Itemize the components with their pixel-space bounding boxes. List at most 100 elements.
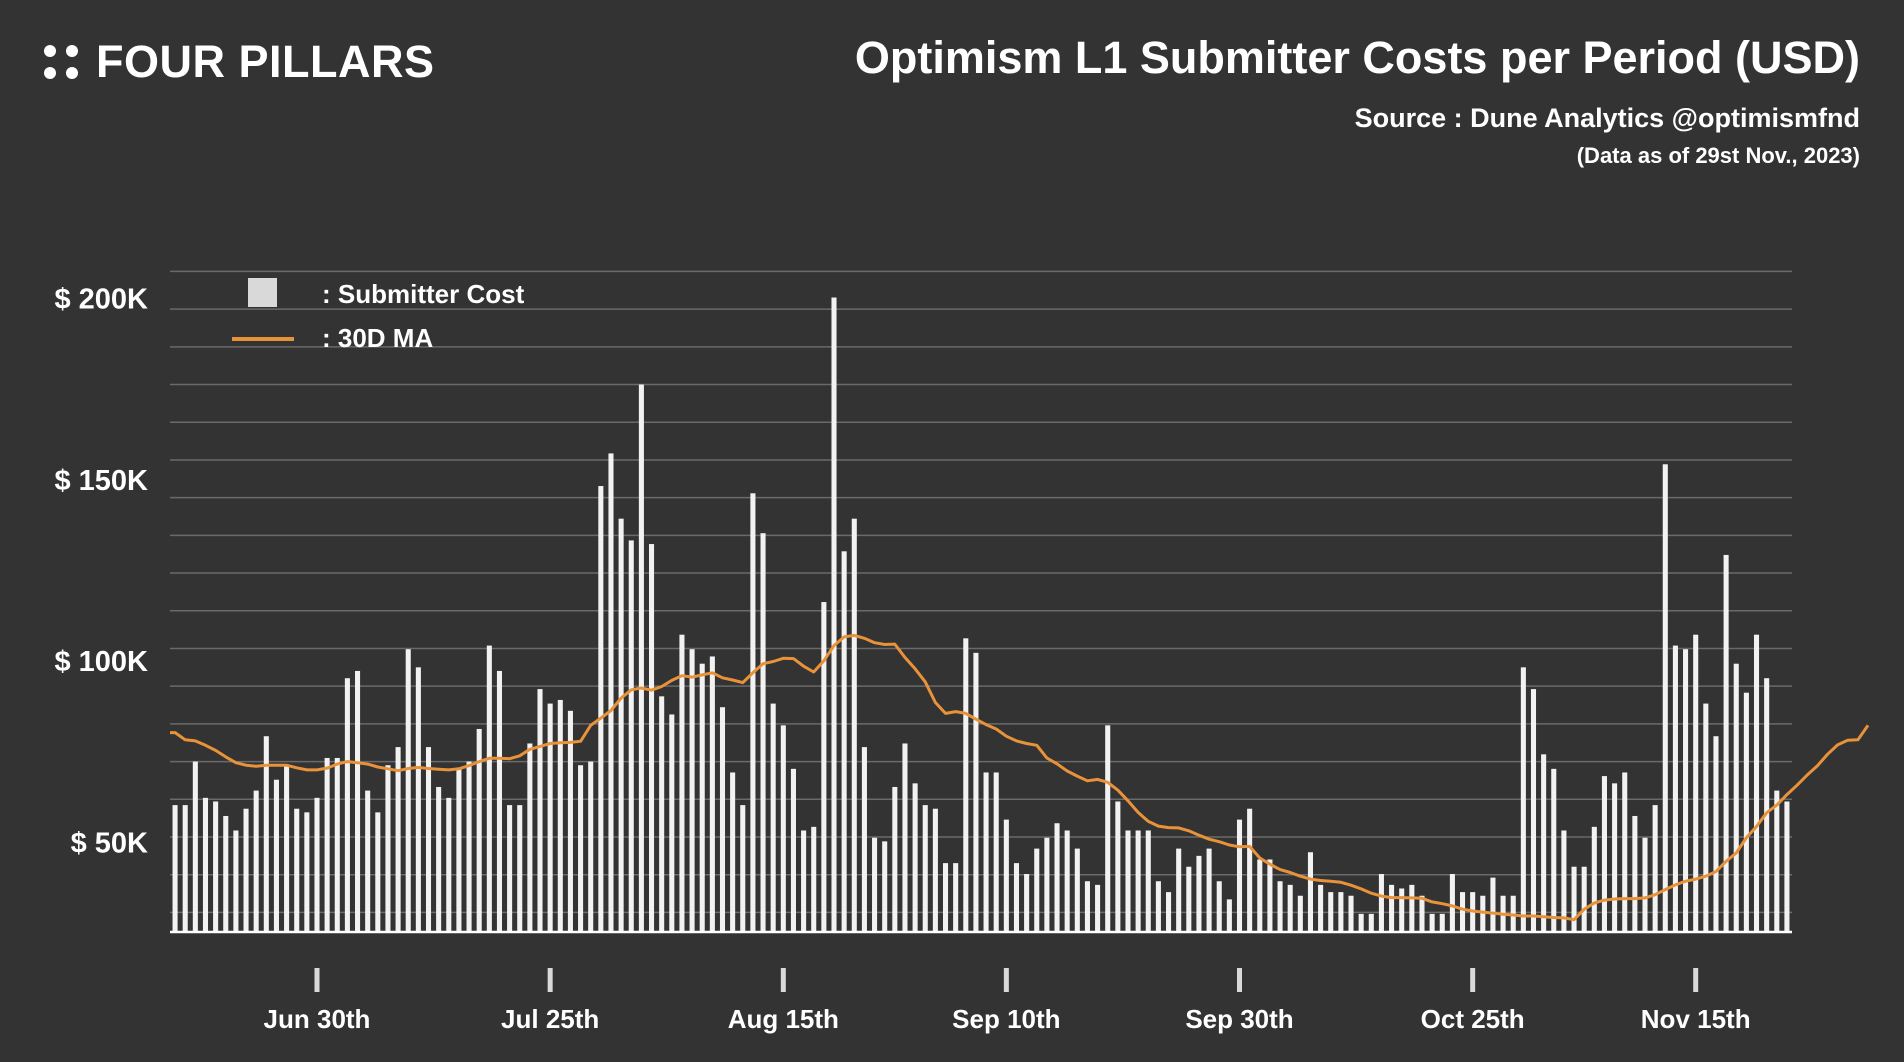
- bar: [375, 812, 381, 932]
- bar: [699, 663, 705, 932]
- brand-name: FOUR PILLARS: [96, 36, 435, 87]
- bar: [1753, 634, 1760, 932]
- bar: [405, 649, 411, 932]
- bar: [294, 808, 300, 932]
- bar: [1054, 823, 1060, 932]
- bar: [1743, 692, 1749, 932]
- bar: [365, 790, 371, 932]
- bar: [770, 703, 776, 932]
- x-tick-label: Jul 25th: [501, 1004, 599, 1034]
- bar: [1713, 736, 1719, 932]
- bar: [598, 486, 604, 932]
- bar: [709, 656, 715, 932]
- bar: [324, 757, 330, 932]
- bar: [1784, 801, 1790, 932]
- bar: [1652, 805, 1658, 932]
- bar: [1378, 873, 1384, 932]
- bar: [182, 805, 188, 932]
- bar: [1003, 819, 1009, 932]
- y-tick-label: $ 100K: [54, 646, 148, 678]
- bar: [912, 783, 918, 932]
- bar: [1551, 768, 1557, 932]
- bar: [385, 765, 391, 932]
- bar: [253, 790, 259, 932]
- bar: [334, 757, 340, 932]
- bar: [801, 830, 807, 932]
- bar: [1034, 848, 1040, 932]
- bar: [1125, 830, 1131, 932]
- bar: [942, 863, 949, 932]
- bar: [355, 670, 361, 932]
- bar: [1338, 892, 1344, 932]
- bar: [1601, 776, 1607, 932]
- bar: [973, 652, 979, 932]
- bar: [1328, 892, 1334, 932]
- bar: [861, 747, 867, 932]
- bar: [213, 801, 219, 932]
- source-credit: Source : Dune Analytics @optimismfnd: [1354, 103, 1860, 133]
- bar: [1145, 830, 1151, 932]
- bar: [304, 812, 310, 932]
- bar: [983, 772, 989, 932]
- bar: [1693, 634, 1699, 932]
- bar: [1287, 884, 1293, 932]
- bar: [872, 837, 878, 932]
- bar: [557, 699, 563, 932]
- bar: [476, 728, 482, 932]
- bar: [223, 815, 229, 932]
- bar: [1530, 689, 1537, 932]
- bar: [1166, 892, 1172, 932]
- bar: [1318, 884, 1324, 932]
- bar: [273, 779, 279, 932]
- bar: [821, 602, 827, 932]
- bar: [425, 747, 432, 932]
- bar: [1581, 866, 1587, 932]
- bar: [1095, 884, 1101, 932]
- x-tick-label: Aug 15th: [728, 1004, 839, 1034]
- legend-swatch-bar: [248, 278, 277, 307]
- x-tick-label: Nov 15th: [1641, 1004, 1751, 1034]
- data-as-of-note: (Data as of 29st Nov., 2023): [1576, 143, 1860, 168]
- bar: [192, 761, 198, 932]
- bar: [1348, 895, 1354, 932]
- y-tick-label: $ 150K: [54, 465, 148, 497]
- bar: [263, 736, 269, 932]
- bar: [1236, 819, 1243, 932]
- bar: [1307, 852, 1314, 932]
- bar: [719, 707, 726, 932]
- bar: [1013, 863, 1020, 932]
- ma-line: [170, 633, 1870, 922]
- bar: [344, 678, 350, 932]
- bar: [730, 772, 736, 932]
- bar: [1206, 848, 1212, 932]
- bar: [314, 797, 320, 932]
- bar: [1672, 645, 1678, 932]
- bar: [1520, 667, 1526, 932]
- bar: [780, 725, 786, 932]
- bar: [1084, 881, 1090, 932]
- chart-title: Optimism L1 Submitter Costs per Period (…: [854, 32, 1860, 83]
- bar: [1074, 848, 1080, 932]
- four-dots-logo-icon: [44, 45, 78, 79]
- bar: [1186, 866, 1192, 932]
- bar: [1409, 884, 1415, 932]
- bar: [689, 649, 695, 932]
- bar: [233, 830, 239, 932]
- bar: [892, 786, 898, 932]
- bar: [1561, 830, 1567, 932]
- bar: [1490, 877, 1496, 932]
- bar: [1733, 663, 1739, 932]
- bar: [790, 768, 796, 932]
- bar: [1612, 783, 1618, 932]
- bar: [1662, 464, 1668, 932]
- bar: [1115, 801, 1121, 932]
- bar: [1683, 649, 1689, 932]
- bar: [993, 772, 999, 932]
- bar: [932, 808, 938, 932]
- bar: [527, 743, 533, 932]
- bar: [1105, 725, 1111, 932]
- bar: [628, 540, 634, 932]
- bar-series: [172, 297, 1790, 933]
- bar: [953, 863, 959, 932]
- bar: [1622, 772, 1628, 932]
